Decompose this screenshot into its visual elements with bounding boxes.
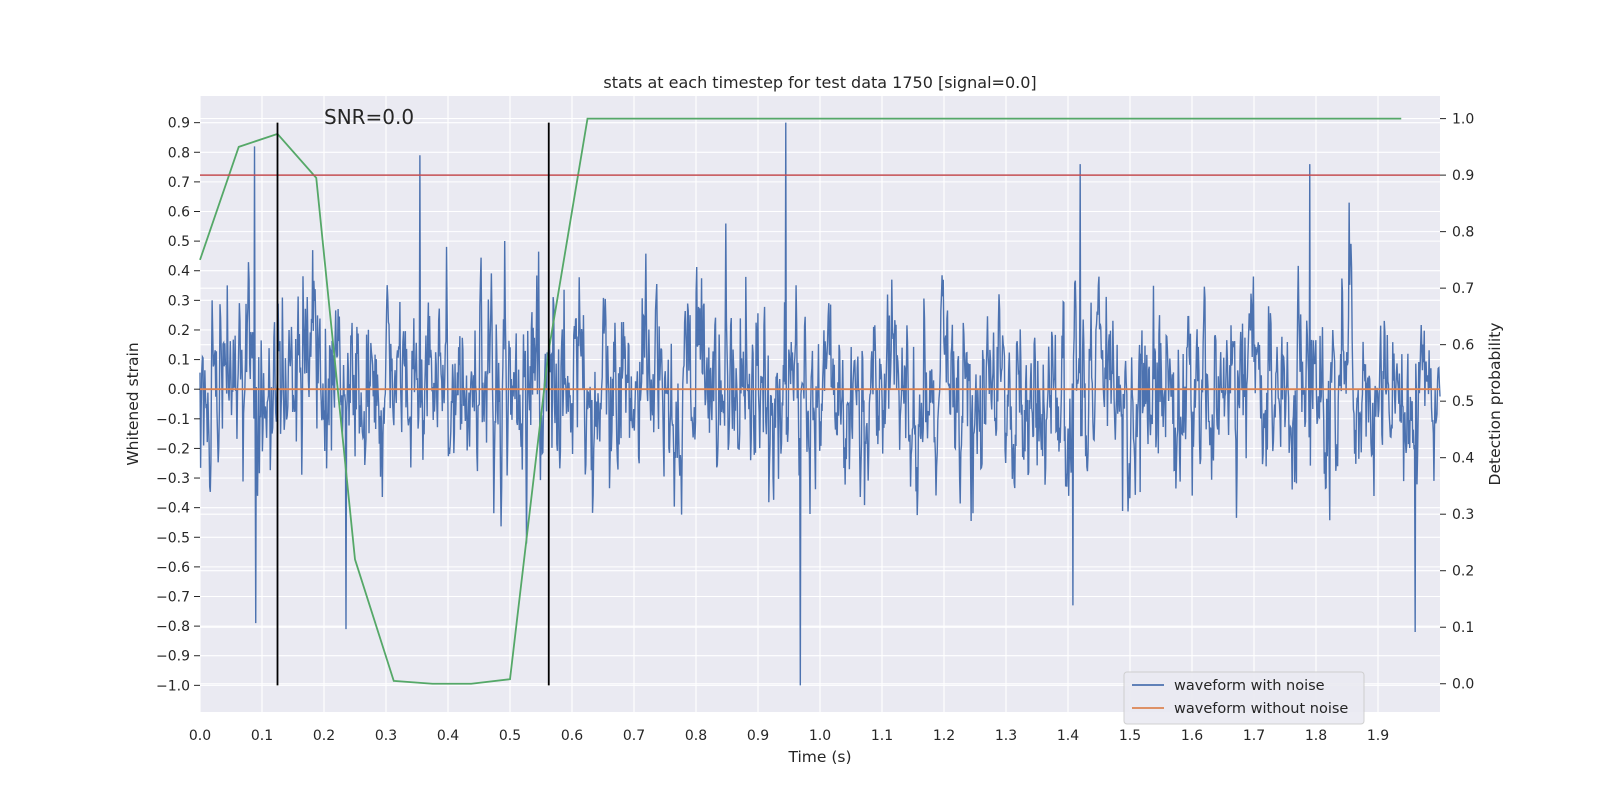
y-left-tick-label: 0.5 [168,234,190,250]
y-left-tick-label: −0.7 [156,590,190,606]
y-left-tick-label: −1.0 [156,678,190,694]
x-tick-label: 1.2 [933,728,955,744]
x-tick-label: 1.1 [871,728,893,744]
y-left-tick-label: 0.0 [168,382,190,398]
x-tick-label: 1.8 [1305,728,1327,744]
y-right-tick-label: 0.8 [1452,225,1474,241]
x-tick-label: 0.2 [313,728,335,744]
x-tick-label: 0.1 [251,728,273,744]
y-left-tick-label: −0.6 [156,560,190,576]
y-left-tick-label: −0.1 [156,412,190,428]
y-right-tick-labels: 1.0 0.9 0.8 0.7 0.6 0.5 0.4 0.3 0.2 0.1 0.0 [1440,112,1474,693]
series-waveform-with-noise [199,122,1441,686]
x-tick-label: 1.6 [1181,728,1203,744]
y-right-tick-label: 0.0 [1452,677,1474,693]
y-left-tick-label: 0.3 [168,293,190,309]
grid [199,96,1440,712]
y-right-tick-label: 0.2 [1452,564,1474,580]
noise-trace [199,122,1441,686]
x-tick-label: 1.3 [995,728,1017,744]
vertical-markers [276,122,550,686]
y-left-tick-label: 0.9 [168,116,190,132]
x-tick-label: 1.9 [1367,728,1389,744]
legend-label-noise: waveform with noise [1174,678,1325,694]
legend: waveform with noise waveform without noi… [1123,671,1365,725]
y-right-tick-label: 1.0 [1452,112,1474,128]
y-left-tick-label: 0.2 [168,323,190,339]
y-right-tick-label: 0.1 [1452,620,1474,636]
probability-line [199,117,1402,685]
y-left-tick-label: 0.7 [168,175,190,191]
legend-label-clean: waveform without noise [1174,701,1348,717]
y-left-tick-label: 0.6 [168,205,190,221]
y-left-axis-label: Whitened strain [124,342,142,465]
x-tick-label: 0.8 [685,728,707,744]
x-tick-label: 0.5 [499,728,521,744]
y-left-tick-label: 0.4 [168,264,190,280]
y-right-tick-label: 0.7 [1452,281,1474,297]
x-tick-label: 1.0 [809,728,831,744]
y-right-tick-label: 0.3 [1452,507,1474,523]
y-left-tick-label: −0.8 [156,619,190,635]
x-tick-label: 0.0 [189,728,211,744]
snr-annotation: SNR=0.0 [324,105,414,129]
y-left-tick-label: −0.9 [156,649,190,665]
y-right-tick-label: 0.6 [1452,338,1474,354]
x-tick-label: 0.3 [375,728,397,744]
chart-title: stats at each timestep for test data 175… [603,73,1036,92]
y-left-tick-label: −0.5 [156,530,190,546]
y-left-tick-label: −0.3 [156,471,190,487]
y-right-tick-label: 0.5 [1452,394,1474,410]
y-left-tick-labels: 0.9 0.8 0.7 0.6 0.5 0.4 0.3 0.2 0.1 0.0 −0.1 −0.2 −0… [156,116,200,694]
x-tick-label: 0.6 [561,728,583,744]
y-left-tick-label: 0.8 [168,145,190,161]
x-tick-label: 0.9 [747,728,769,744]
x-tick-label: 1.7 [1243,728,1265,744]
y-right-tick-label: 0.4 [1452,451,1474,467]
x-tick-label: 1.5 [1119,728,1141,744]
legend-box [1123,671,1365,725]
x-tick-label: 0.4 [437,728,459,744]
y-left-tick-label: −0.2 [156,441,190,457]
x-axis-label: Time (s) [787,748,851,766]
y-right-tick-label: 0.9 [1452,168,1474,184]
x-tick-labels: 0.0 0.1 0.2 0.3 0.4 0.5 0.6 0.7 0.8 0.9 1.0 1.1 1.2 1… [189,728,1389,744]
y-left-tick-label: −0.4 [156,501,190,517]
x-tick-label: 0.7 [623,728,645,744]
y-left-tick-label: 0.1 [168,353,190,369]
x-tick-label: 1.4 [1057,728,1079,744]
series-detection-probability [199,117,1402,685]
y-right-axis-label: Detection probability [1486,323,1504,486]
